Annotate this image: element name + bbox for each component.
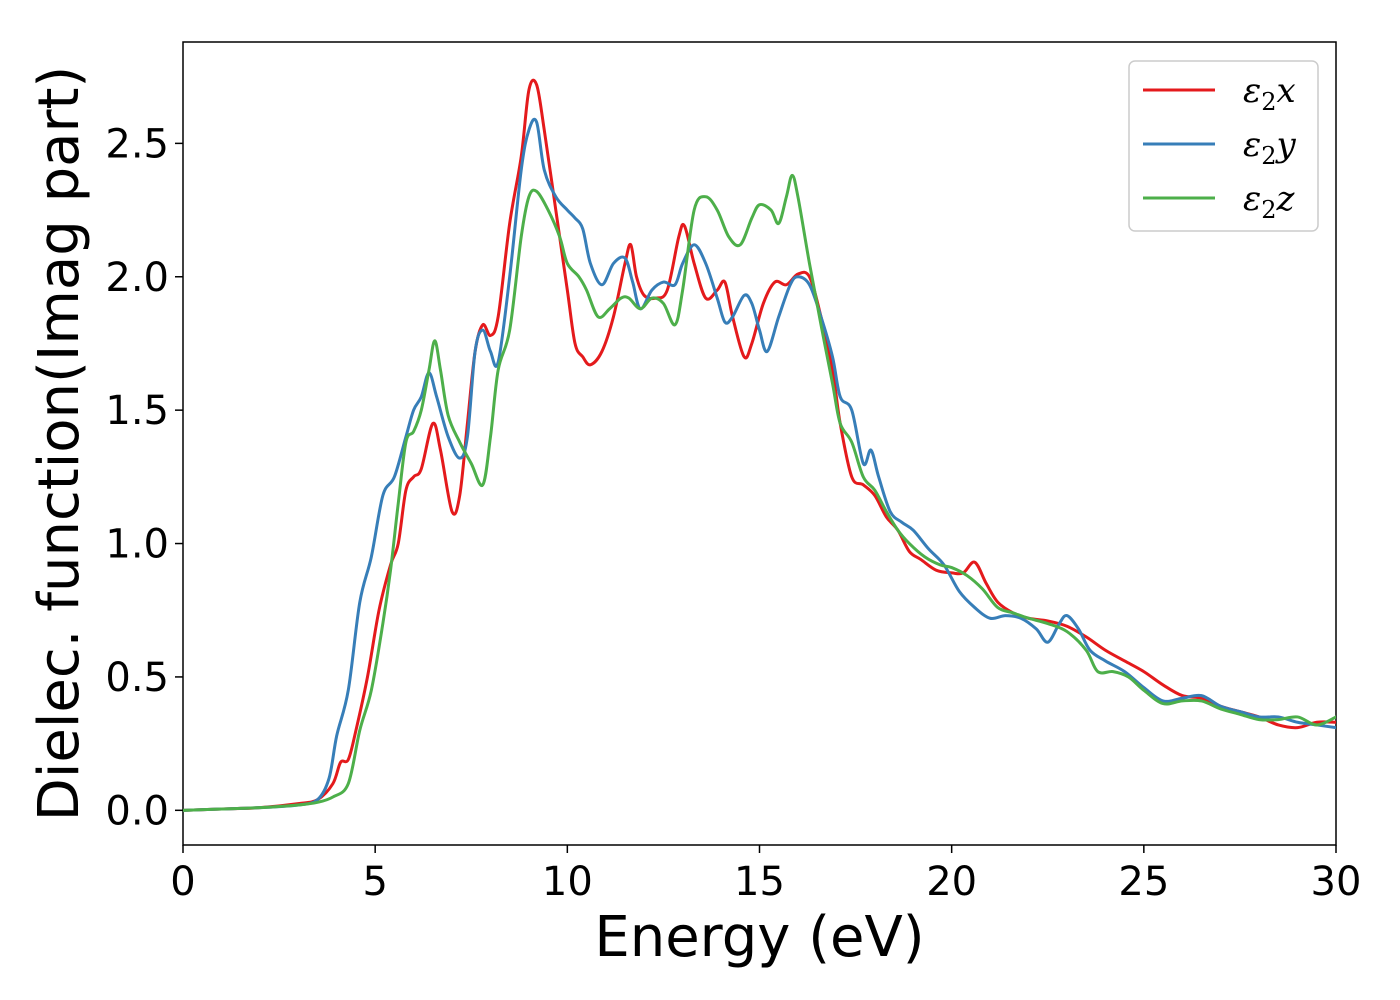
x-tick-label: 30 [1311,859,1362,905]
legend-label-y: ε2y [1243,125,1297,170]
x-tick-label: 5 [362,859,387,905]
x-axis-label: Energy (eV) [594,905,924,970]
legend-box [1128,60,1319,232]
x-tick-label: 10 [542,859,593,905]
y-axis-ticks: 0.0 0.5 1.0 1.5 2.0 2.5 [105,121,183,834]
y-tick-label: 1.0 [105,522,169,568]
legend: ε2x ε2y ε2z [1128,60,1319,232]
y-tick-label: 2.0 [105,255,169,301]
legend-label-x: ε2x [1243,71,1296,116]
x-tick-label: 0 [170,859,195,905]
x-axis-ticks: 0 5 10 15 20 25 30 [170,845,1361,905]
y-tick-label: 1.5 [105,388,169,434]
y-tick-label: 2.5 [105,121,169,167]
y-axis-label: Dielec. function(Imag part) [27,66,92,822]
legend-label-z: ε2z [1243,179,1296,224]
series-line-z [183,173,1336,812]
y-tick-label: 0.0 [105,788,169,834]
x-tick-label: 25 [1118,859,1169,905]
y-tick-label: 0.5 [105,655,169,701]
x-tick-label: 15 [734,859,785,905]
x-tick-label: 20 [926,859,977,905]
series-layer [183,78,1336,812]
